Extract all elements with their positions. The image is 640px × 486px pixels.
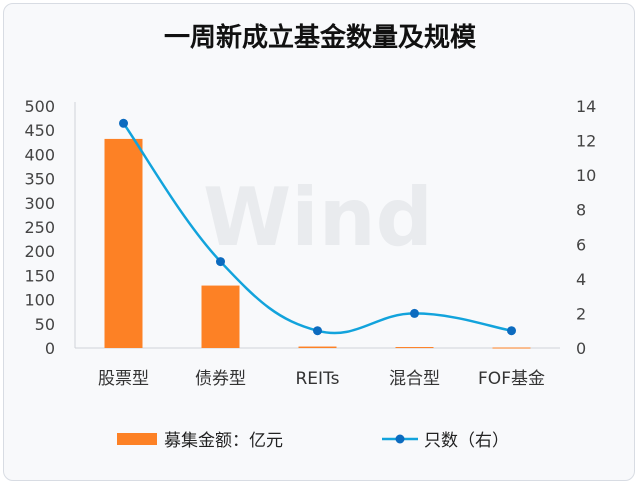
x-tick-label: 债券型 <box>195 369 246 389</box>
y-left-tick-label: 0 <box>45 339 55 358</box>
x-tick-label: REITs <box>296 369 340 389</box>
legend-line-label: 只数（右） <box>424 431 509 451</box>
line-series <box>122 122 512 335</box>
y-left-tick-label: 50 <box>35 315 55 334</box>
legend-line-marker <box>395 434 405 444</box>
y-right-tick-label: 4 <box>576 270 586 289</box>
line-point <box>313 326 322 336</box>
chart-title: 一周新成立基金数量及规模 <box>164 22 477 53</box>
bar <box>104 138 143 348</box>
bar <box>201 285 240 348</box>
x-tick-label: 混合型 <box>389 369 440 389</box>
y-right-tick-label: 14 <box>576 97 596 116</box>
y-left-tick-label: 500 <box>24 97 55 116</box>
bar <box>395 347 434 349</box>
x-tick-label: 股票型 <box>98 369 149 389</box>
y-right-tick-label: 0 <box>576 339 586 358</box>
legend-bar-swatch <box>117 433 157 445</box>
legend-bar-label: 募集金额：亿元 <box>164 431 283 451</box>
bar <box>492 347 531 349</box>
line-point <box>410 308 419 318</box>
watermark-logo: Wind <box>203 171 433 264</box>
line-point <box>507 326 516 336</box>
y-left-tick-label: 200 <box>24 242 55 261</box>
y-left-tick-label: 100 <box>24 291 55 310</box>
y-left-tick-label: 350 <box>24 170 55 189</box>
y-right-tick-label: 8 <box>576 201 586 220</box>
y-right-tick-label: 2 <box>576 304 586 323</box>
x-tick-label: FOF基金 <box>478 369 545 389</box>
y-left-tick-label: 450 <box>24 121 55 140</box>
y-left-tick-label: 400 <box>24 145 55 164</box>
line-point <box>216 257 225 267</box>
bar <box>298 346 337 348</box>
y-left-tick-label: 150 <box>24 266 55 285</box>
y-right-tick-label: 6 <box>576 235 586 254</box>
y-right-tick-label: 10 <box>576 166 596 185</box>
line-point <box>119 118 128 128</box>
y-left-tick-label: 300 <box>24 194 55 213</box>
y-left-tick-label: 250 <box>24 218 55 237</box>
y-right-tick-label: 12 <box>576 132 596 151</box>
